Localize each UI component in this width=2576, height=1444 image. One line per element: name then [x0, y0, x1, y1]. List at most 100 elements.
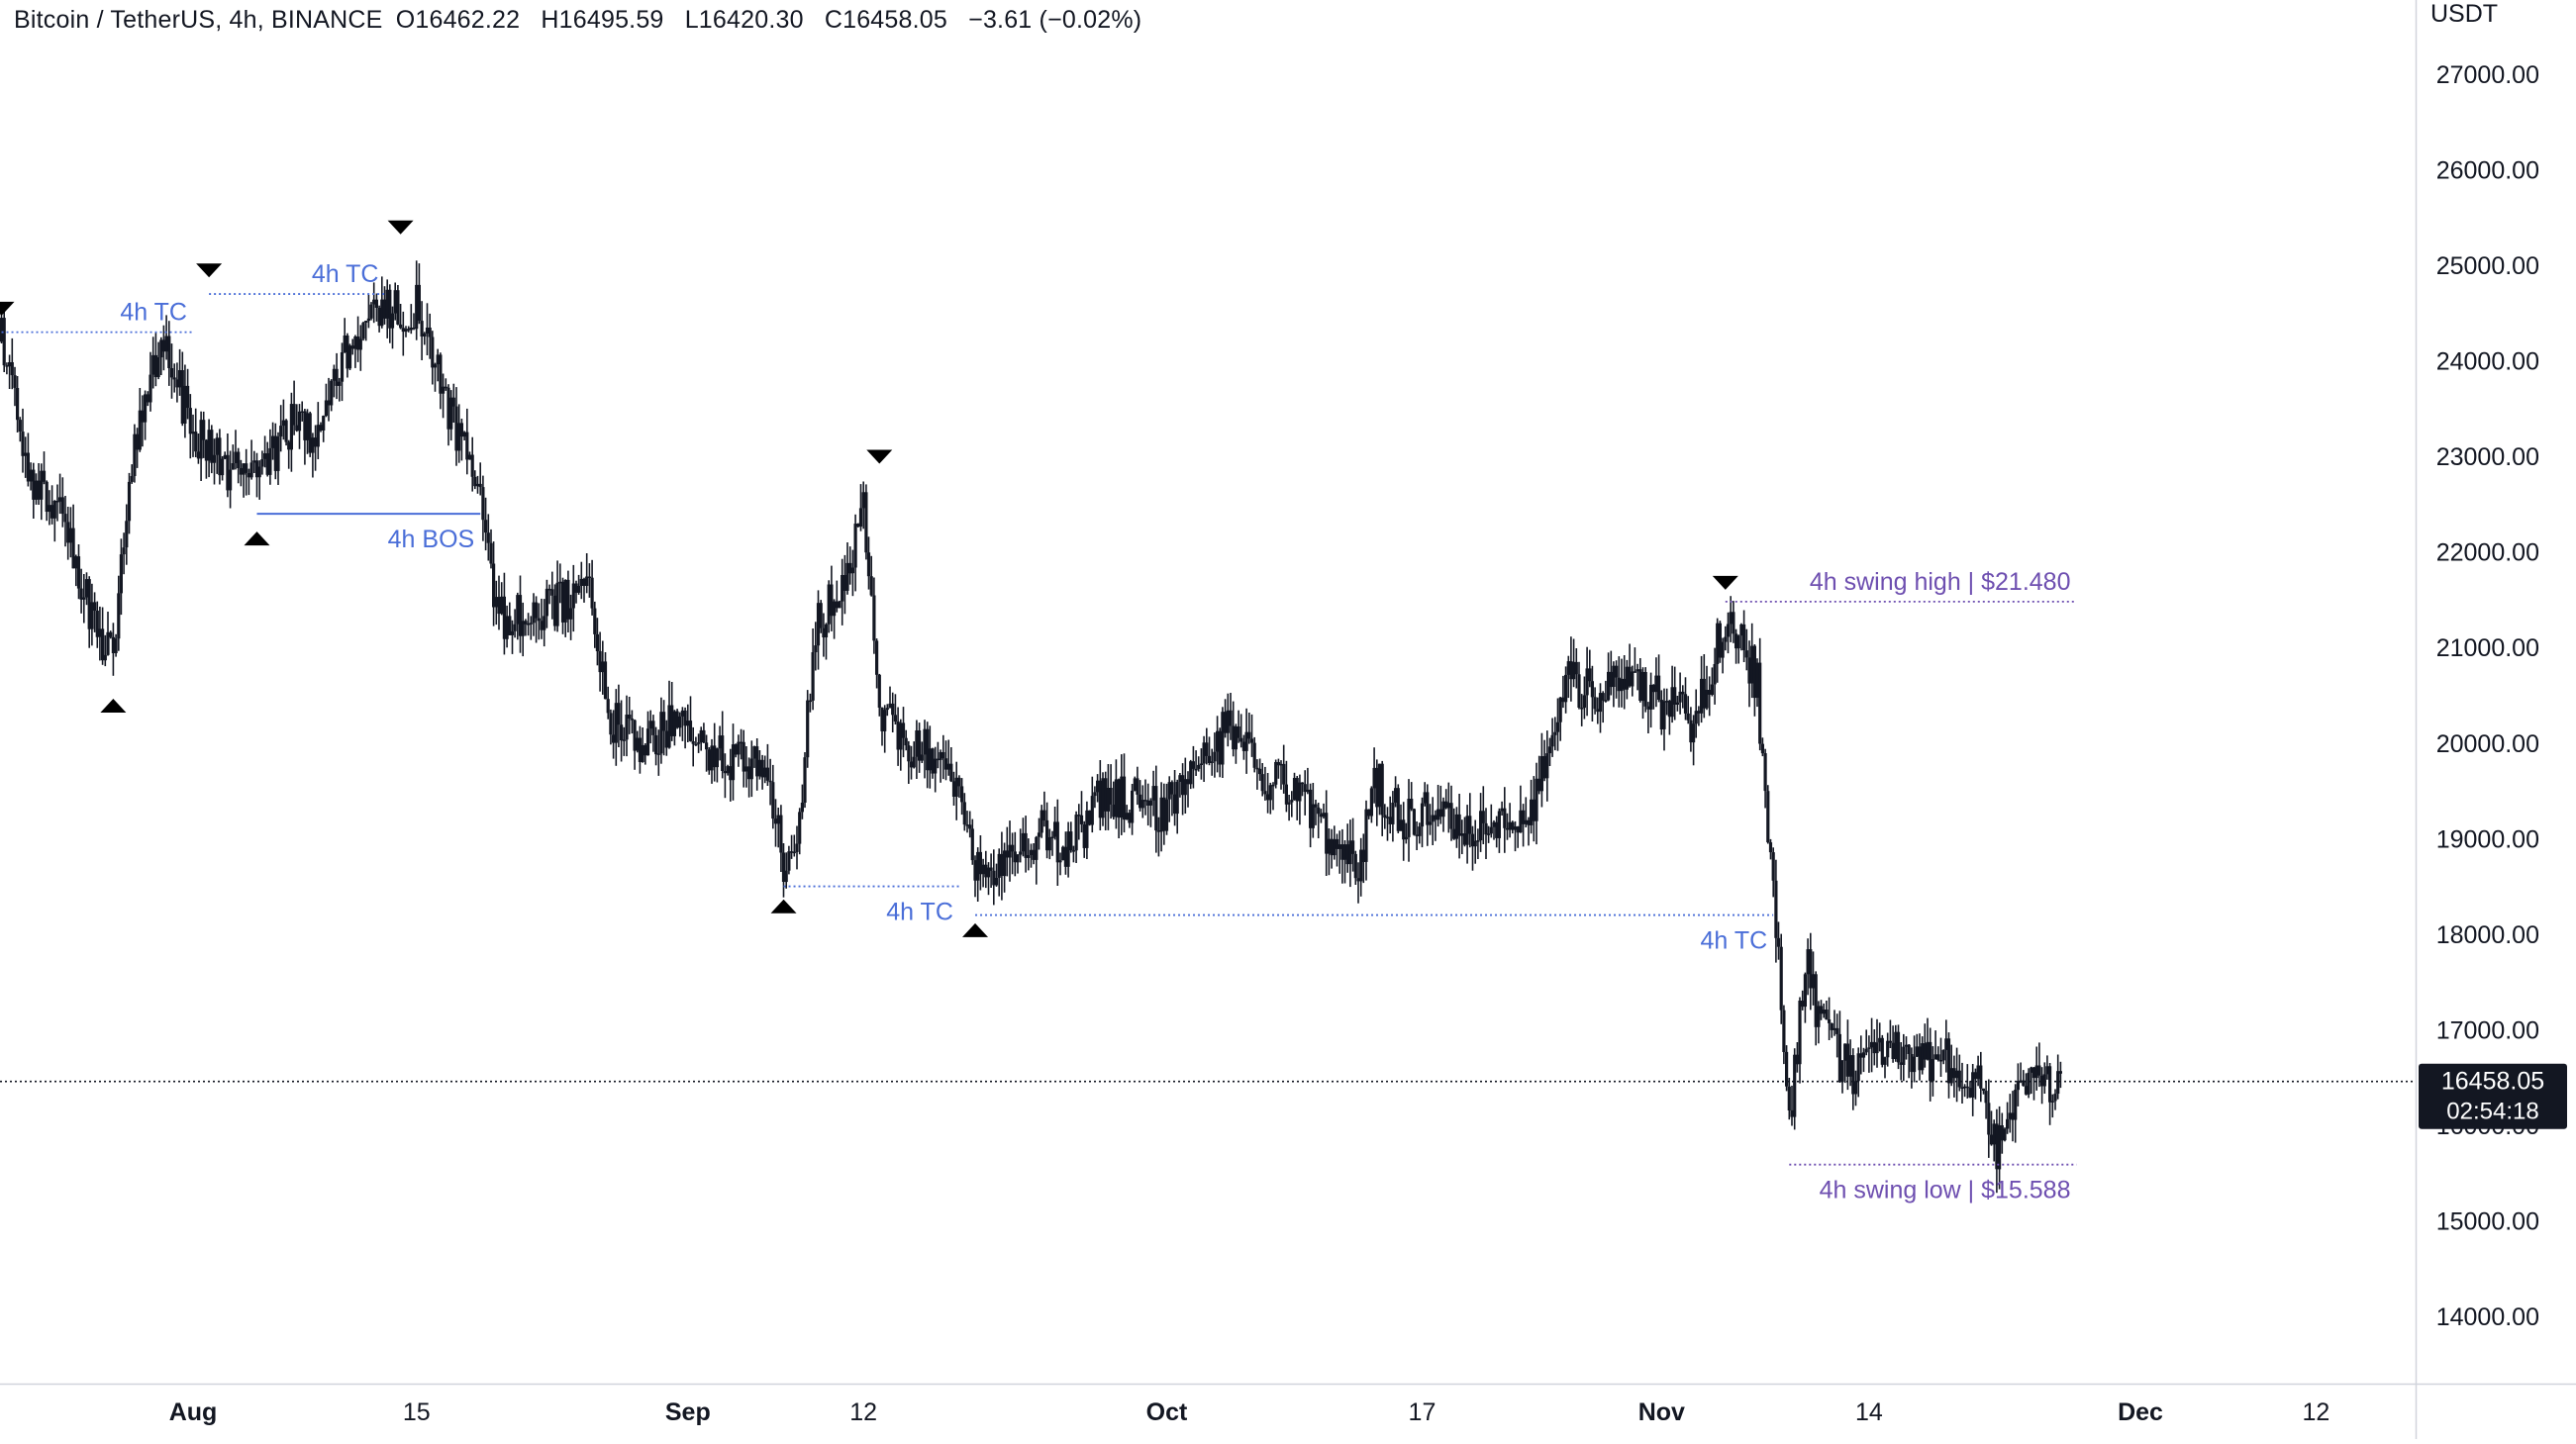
candle — [1782, 1005, 1786, 1065]
candle — [707, 747, 711, 775]
candle — [1462, 817, 1467, 847]
candle — [1527, 817, 1531, 846]
candle — [984, 850, 988, 889]
candle — [2006, 1102, 2010, 1134]
candle — [1040, 805, 1043, 838]
candle — [1441, 797, 1445, 832]
candle — [191, 414, 195, 457]
swing-level-annotation[interactable]: 4h swing low | $15.588 — [1789, 1163, 2077, 1204]
candle — [1325, 790, 1329, 876]
candle — [803, 752, 807, 809]
candle — [1221, 707, 1225, 778]
candle — [26, 433, 30, 487]
candle — [425, 303, 430, 355]
candle — [428, 313, 432, 359]
candle — [481, 475, 485, 541]
candle — [1199, 748, 1203, 780]
candle — [343, 318, 347, 353]
candle — [907, 740, 911, 784]
candle — [1479, 793, 1483, 852]
candle — [737, 734, 741, 767]
candle — [338, 377, 342, 402]
candle — [1053, 807, 1057, 840]
swing-level-annotation[interactable]: 4h swing high | $21.480 — [1725, 568, 2077, 603]
candle — [60, 477, 64, 528]
candle — [954, 761, 958, 820]
candle — [1747, 640, 1751, 708]
structure-annotation[interactable]: 4h TC — [975, 914, 1774, 955]
candle — [978, 835, 982, 891]
candle — [1319, 809, 1323, 823]
candle — [114, 633, 118, 657]
candle — [1864, 1029, 1868, 1056]
candle — [332, 364, 336, 398]
candle — [997, 848, 1001, 897]
candle — [136, 428, 140, 468]
candle — [1045, 802, 1049, 859]
candle — [1298, 774, 1302, 825]
candle — [1957, 1054, 1961, 1092]
candle — [858, 484, 863, 531]
candle — [1763, 748, 1767, 809]
structure-annotation[interactable]: 4h TC — [783, 885, 959, 926]
candle — [494, 580, 498, 626]
candle — [117, 575, 121, 651]
candle — [1481, 786, 1485, 844]
candle — [281, 399, 285, 440]
candle — [1423, 782, 1427, 807]
candle — [585, 553, 589, 594]
candle — [2011, 1091, 2015, 1142]
candle — [1454, 807, 1458, 848]
candle — [16, 376, 20, 433]
candle — [989, 853, 993, 888]
candle — [324, 383, 328, 418]
candle — [1998, 1106, 2002, 1190]
candle — [24, 436, 28, 478]
candle — [101, 607, 105, 665]
candle — [1314, 800, 1318, 825]
candle — [1931, 1046, 1934, 1097]
candle — [1255, 759, 1259, 790]
candle — [931, 747, 935, 779]
candle — [1050, 830, 1054, 856]
candle — [492, 541, 496, 626]
candle — [353, 335, 357, 368]
candle — [1005, 826, 1009, 877]
candle — [1702, 654, 1706, 719]
structure-annotation[interactable]: 4h TC — [209, 260, 385, 295]
candle — [1191, 745, 1195, 789]
time-tick-label: Aug — [169, 1398, 218, 1426]
candle — [1431, 797, 1435, 845]
candle — [740, 728, 743, 760]
candle — [1071, 845, 1075, 863]
candle — [946, 739, 950, 776]
candle — [1210, 748, 1214, 776]
candle — [390, 306, 395, 349]
candle — [1790, 1085, 1794, 1126]
structure-annotation[interactable]: 4h TC — [1, 299, 193, 334]
candle — [1604, 680, 1608, 703]
candle — [1109, 764, 1113, 819]
candle — [1878, 1022, 1882, 1052]
candle — [1139, 780, 1142, 812]
candle — [923, 720, 927, 779]
candle — [1011, 832, 1015, 875]
candle — [781, 843, 786, 898]
candle — [2, 304, 6, 372]
candle — [1140, 785, 1144, 818]
candle — [218, 429, 222, 485]
structure-annotation[interactable]: 4h BOS — [256, 513, 481, 553]
candle — [1268, 782, 1272, 815]
candle — [1000, 831, 1004, 901]
candle — [1633, 647, 1636, 673]
candle — [415, 260, 419, 340]
candle — [798, 808, 802, 855]
candle — [249, 439, 253, 480]
candle — [2016, 1063, 2020, 1107]
candle — [167, 321, 171, 386]
candle — [601, 640, 605, 695]
candle — [648, 710, 652, 744]
candle — [1513, 820, 1518, 852]
